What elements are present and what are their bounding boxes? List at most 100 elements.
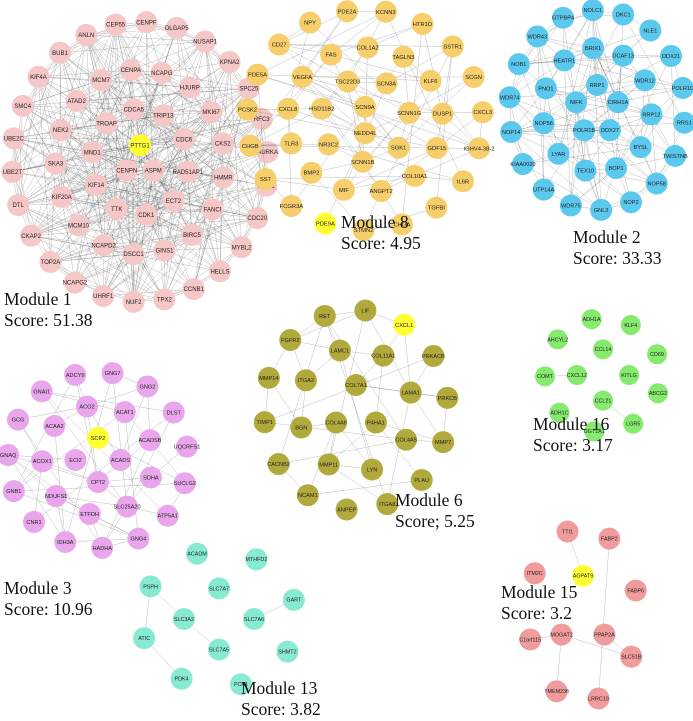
gene-node-kif4a: KIF4A [27,65,50,88]
node-circle [507,53,530,76]
network-edge [17,406,88,420]
gene-node-p4ha1: P4HA1 [364,411,387,434]
node-circle [253,411,276,434]
gene-node-acat1: ACAT1 [113,401,136,424]
node-label: WDR75 [561,203,581,209]
network-edge [511,131,641,148]
network-edge [558,10,594,154]
node-circle [254,168,277,191]
node-circle [101,362,124,385]
node-label: PDE9A [316,222,335,228]
network-edge [537,36,602,210]
node-circle [129,134,151,157]
node-circle [133,627,156,650]
node-circle [208,638,230,661]
gene-node-lama1: LAMA1 [399,381,422,404]
node-label: PCSK2 [238,108,257,114]
node-label: CDK1 [138,213,155,219]
network-edge [509,97,641,148]
gene-node-mki67: MKI67 [200,101,223,124]
network-edge [309,22,410,113]
node-label: SPC25 [239,86,259,92]
node-circle [90,68,113,91]
node-label: P4HA1 [367,420,385,426]
node-circle [200,101,223,124]
node-label: BGN [295,425,307,431]
network-edge [59,52,61,131]
gene-node-dusp1: DUSP1 [431,102,454,125]
network-edge [250,108,322,146]
node-circle [356,36,379,59]
gene-node-klf6: KLF6 [419,69,442,92]
gene-node-mogat2: MOGAT2 [550,623,573,646]
gene-node-ccl14: CCL14 [593,339,613,360]
node-label: ACADM [187,552,207,558]
network-edge [74,151,268,283]
caption-module-2: Module 2 Score: 33.33 [573,227,661,269]
node-label: DLST [167,410,182,416]
node-label: TLR3 [284,141,298,147]
gene-node-gng2: GNG2 [136,375,159,398]
node-label: NOLC1 [584,8,603,14]
node-circle [582,37,605,60]
node-label: PTTG1 [130,143,150,149]
node-circle [30,380,53,403]
node-circle [629,136,652,159]
node-label: KIAA0020 [510,162,535,168]
node-label: CDCA5 [124,107,145,113]
node-circle [354,95,376,118]
node-circle [152,104,175,127]
m6-network: COL7A1 P4HA1 COL4A6 COL11A1 LAMA1 COL4A5 LYN MM… [253,299,459,521]
gene-node-gnai1: GNAI1 [30,380,53,403]
network-edge [287,108,366,134]
node-label: NCAPG [151,71,173,77]
gene-node-itm2c: ITM2C [523,562,546,585]
gene-node-lyn: LYN [361,458,384,481]
caption-module-6: Module 6 Score; 5.25 [395,490,475,532]
network-edge [164,88,250,300]
node-circle [44,152,67,175]
node-label: DLGAP5 [165,26,189,32]
network-edge [153,170,165,251]
gene-node-il6r: IL6R [452,170,475,193]
gene-node-vegfa: VEGFA [291,65,314,88]
node-circle [282,588,305,611]
node-circle [63,271,86,294]
node-label: SSTR1 [443,44,462,50]
network-edge [545,10,593,89]
node-label: SST [260,177,272,183]
network-edge [12,171,97,185]
node-label: CACNB2 [267,462,290,468]
node-circle [393,313,416,336]
node-label: RAD51AP1 [172,170,203,176]
node-label: BMP2 [304,171,320,177]
node-circle [534,77,557,100]
network-edge [13,138,79,226]
node-circle [294,369,317,392]
node-label: TEX10 [577,169,594,175]
gene-node-trip13: TRIP13 [152,104,175,127]
node-label: PPAP2A [594,632,615,638]
node-circle [395,428,418,451]
node-label: CXCL8 [279,107,298,113]
network-edge [153,170,242,248]
network-edge [193,88,250,290]
node-label: CHGB [242,144,259,150]
gene-node-cdk1: CDK1 [135,203,158,226]
network-edge [38,76,56,164]
node-label: HELLS [210,269,229,275]
node-label: SUCLG2 [174,481,196,487]
gene-node-sdha: SDHA [139,466,162,489]
node-circle [320,43,343,66]
node-circle [328,339,351,362]
network-edge [163,115,174,201]
node-circle [2,480,25,503]
node-circle [436,386,459,409]
node-label: COL7A1 [345,383,366,389]
node-label: LYAR [552,152,566,158]
node-label: HJURP [180,85,200,91]
node-label: NPY [304,21,316,27]
module-6-title: Module 6 [395,490,463,510]
node-circle [246,207,269,230]
